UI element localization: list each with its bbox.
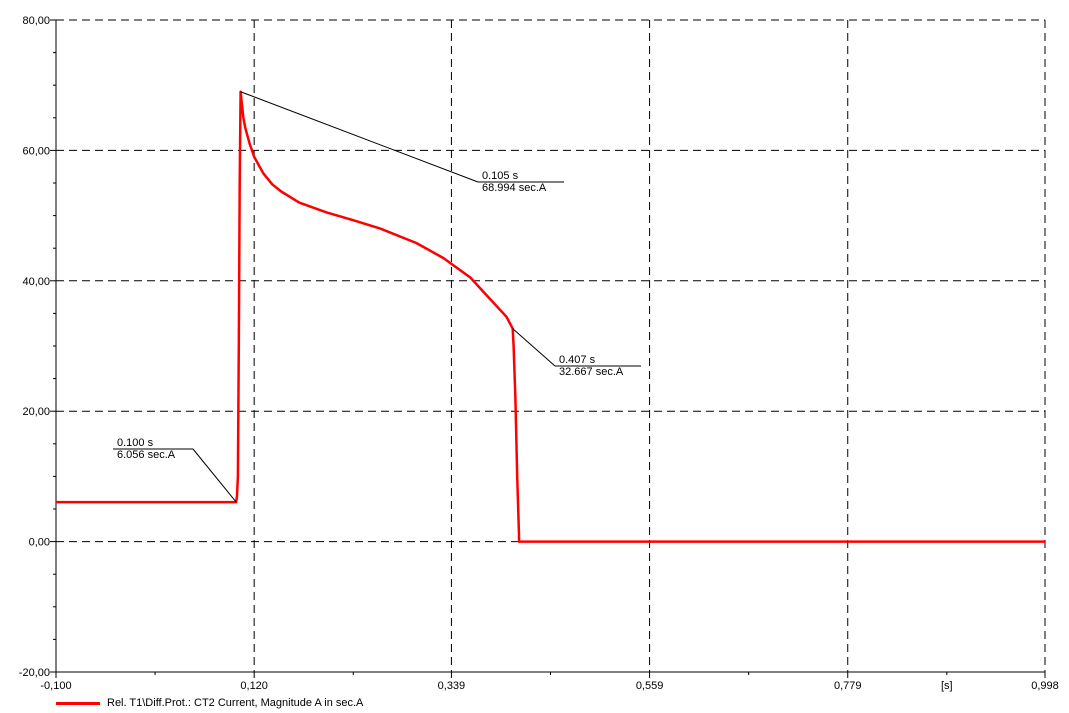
annotation-leader: [240, 91, 479, 183]
x-tick-label: 0,339: [438, 680, 466, 692]
series-line: [56, 90, 1045, 543]
annotation-time: 0.105 s: [482, 170, 519, 182]
legend-swatch: [56, 701, 100, 705]
x-tick-label: 0,559: [636, 680, 664, 692]
x-tick-label: 0,998: [1031, 680, 1059, 692]
axis-ticks: [50, 19, 1046, 678]
annotation-time: 0.407 s: [559, 354, 596, 366]
annotation-leader: [192, 448, 237, 503]
y-tick-label: 20,00: [22, 406, 50, 418]
legend-label: Rel. T1\Diff.Prot.: CT2 Current, Magnitu…: [107, 697, 364, 709]
legend: Rel. T1\Diff.Prot.: CT2 Current, Magnitu…: [56, 695, 363, 711]
annotation-value: 6.056 sec.A: [117, 449, 176, 461]
tick-labels: -20,00 0,00 20,00 40,00 60,00 80,00 -0,100 0,12…: [19, 15, 1059, 692]
annotation-callout: 0.407 s32.667 sec.A: [512, 328, 641, 378]
y-tick-label: 60,00: [22, 145, 50, 157]
x-tick-label: 0,120: [240, 680, 268, 692]
annotation-callout: 0.100 s6.056 sec.A: [113, 437, 237, 503]
x-axis-label: [s]: [941, 680, 953, 692]
annotations: 0.100 s6.056 sec.A 0.105 s68.994 sec.A 0.4…: [113, 91, 641, 503]
annotation-value: 68.994 sec.A: [482, 182, 547, 194]
chart-svg: -20,00 0,00 20,00 40,00 60,00 80,00 -0,100 0,12…: [19, 15, 1059, 692]
y-tick-label: 40,00: [22, 276, 50, 288]
series-group: [56, 90, 1045, 543]
grid: [56, 19, 1046, 672]
annotation-leader: [512, 328, 556, 367]
annotation-time: 0.100 s: [117, 437, 154, 449]
y-tick-label: 0,00: [29, 537, 50, 549]
annotation-value: 32.667 sec.A: [559, 366, 624, 378]
x-tick-label: 0,779: [834, 680, 862, 692]
y-tick-label: -20,00: [19, 667, 50, 679]
x-tick-label: -0,100: [40, 680, 71, 692]
y-tick-label: 80,00: [22, 15, 50, 27]
annotation-callout: 0.105 s68.994 sec.A: [240, 91, 564, 194]
